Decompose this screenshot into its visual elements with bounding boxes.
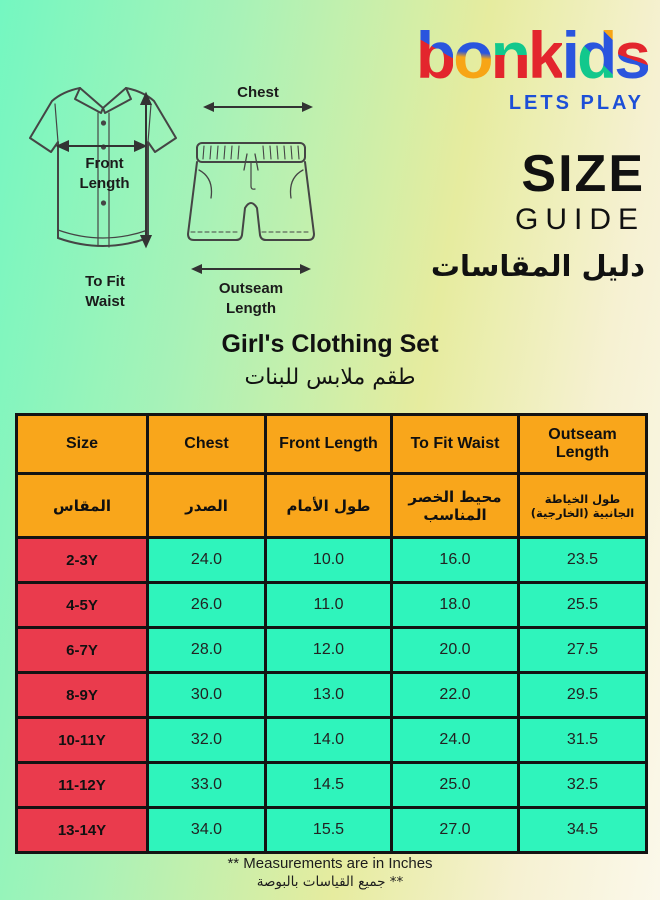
chest-cell: 34.0 [146, 806, 267, 854]
chest-cell: 32.0 [146, 716, 267, 764]
chest-arrow-icon [203, 102, 313, 112]
front-length-cell: 12.0 [264, 626, 393, 674]
footnote-en: ** Measurements are in Inches [227, 855, 433, 872]
size-cell: 6-7Y [15, 626, 149, 674]
outseam-cell: 27.5 [517, 626, 648, 674]
chest-cell: 33.0 [146, 761, 267, 809]
table-row: 2-3Y 24.0 10.0 16.0 23.5 [15, 536, 648, 584]
size-cell: 11-12Y [15, 761, 149, 809]
logo-letter: o [453, 18, 493, 92]
front-length-label: Front Length [79, 155, 130, 192]
logo-letter: i [561, 18, 580, 92]
logo-letter: b [415, 18, 456, 92]
to-fit-waist-cell: 24.0 [390, 716, 520, 764]
header-front-length: Front Length [264, 413, 393, 475]
outseam-length-label: Outseam Length [218, 280, 284, 317]
outseam-cell: 31.5 [517, 716, 648, 764]
logo-letter: n [490, 18, 531, 92]
shirt-diagram-icon [29, 87, 177, 249]
brand-logo-word: bonkids [415, 18, 651, 92]
product-title-en: Girl's Clothing Set [221, 330, 439, 358]
footnote-ar: ** جميع القياسات بالبوصة [256, 874, 404, 890]
product-title-ar: طقم ملابس للبنات [244, 365, 416, 390]
header-front-length-ar: طول الأمام [264, 472, 393, 539]
brand-logo: bonkids LETS PLAY [415, 18, 651, 115]
header-chest-ar: الصدر [146, 472, 267, 539]
header-row-en: Size Chest Front Length To Fit Waist Out… [15, 413, 648, 475]
to-fit-waist-cell: 20.0 [390, 626, 520, 674]
size-table-body: 2-3Y 24.0 10.0 16.0 23.5 4-5Y 26.0 11.0 … [15, 536, 648, 854]
size-table: Size Chest Front Length To Fit Waist Out… [15, 413, 648, 854]
to-fit-waist-cell: 22.0 [390, 671, 520, 719]
front-length-cell: 14.5 [264, 761, 393, 809]
size-guide-heading: SIZE GUIDE دليل المقاسات [431, 148, 645, 283]
shorts-diagram-icon [187, 142, 315, 241]
outseam-cell: 29.5 [517, 671, 648, 719]
table-row: 6-7Y 28.0 12.0 20.0 27.5 [15, 626, 648, 674]
brand-tagline: LETS PLAY [508, 92, 644, 114]
to-fit-waist-cell: 18.0 [390, 581, 520, 629]
chest-label: Chest [237, 84, 279, 101]
chest-cell: 30.0 [146, 671, 267, 719]
chest-cell: 26.0 [146, 581, 267, 629]
logo-letter: k [527, 18, 565, 92]
front-length-cell: 10.0 [264, 536, 393, 584]
header-to-fit-waist: To Fit Waist [390, 413, 520, 475]
size-cell: 4-5Y [15, 581, 149, 629]
header-outseam-length-ar: طول الخياطة الجانبية (الخارجية) [517, 472, 648, 539]
outseam-arrow-icon [191, 264, 311, 274]
to-fit-waist-cell: 16.0 [390, 536, 520, 584]
heading-guide-en: GUIDE [514, 203, 645, 236]
size-cell: 13-14Y [15, 806, 149, 854]
table-row: 8-9Y 30.0 13.0 22.0 29.5 [15, 671, 648, 719]
to-fit-waist-cell: 25.0 [390, 761, 520, 809]
outseam-cell: 34.5 [517, 806, 648, 854]
to-fit-waist-cell: 27.0 [390, 806, 520, 854]
header-chest: Chest [146, 413, 267, 475]
table-row: 11-12Y 33.0 14.5 25.0 32.5 [15, 761, 648, 809]
table-row: 4-5Y 26.0 11.0 18.0 25.5 [15, 581, 648, 629]
header-size: Size [15, 413, 149, 475]
front-length-cell: 14.0 [264, 716, 393, 764]
front-length-cell: 15.5 [264, 806, 393, 854]
size-cell: 8-9Y [15, 671, 149, 719]
header-size-ar: المقاس [15, 472, 149, 539]
table-row: 10-11Y 32.0 14.0 24.0 31.5 [15, 716, 648, 764]
table-row: 13-14Y 34.0 15.5 27.0 34.5 [15, 806, 648, 854]
heading-arabic: دليل المقاسات [430, 249, 645, 283]
outseam-cell: 25.5 [517, 581, 648, 629]
outseam-cell: 32.5 [517, 761, 648, 809]
size-cell: 10-11Y [15, 716, 149, 764]
front-length-cell: 11.0 [264, 581, 393, 629]
size-cell: 2-3Y [15, 536, 149, 584]
logo-letter: d [576, 18, 617, 92]
logo-letter: s [614, 18, 651, 92]
outseam-cell: 23.5 [517, 536, 648, 584]
chest-cell: 24.0 [146, 536, 267, 584]
header-outseam-length: Outseam Length [517, 413, 648, 475]
header-row-ar: المقاس الصدر طول الأمام محيط الخصر المنا… [15, 472, 648, 539]
front-length-cell: 13.0 [264, 671, 393, 719]
header-to-fit-waist-ar: محيط الخصر المناسب [390, 472, 520, 539]
chest-cell: 28.0 [146, 626, 267, 674]
heading-size-en: SIZE [521, 145, 645, 203]
to-fit-waist-label: To Fit Waist [85, 273, 125, 310]
size-table-head: Size Chest Front Length To Fit Waist Out… [15, 413, 648, 539]
